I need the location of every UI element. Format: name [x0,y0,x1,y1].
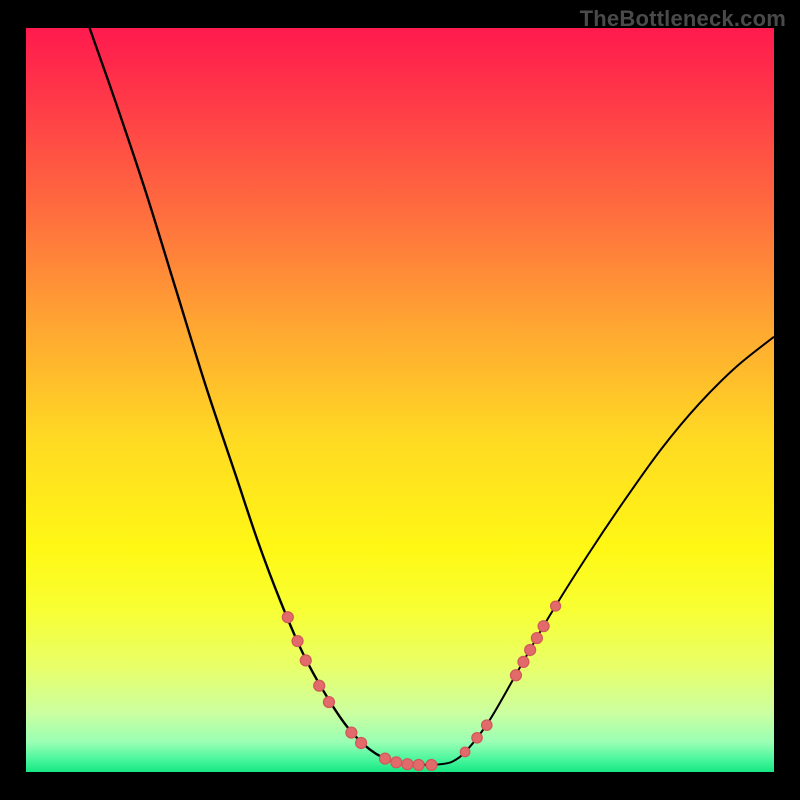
curve-marker [380,753,391,764]
curve-marker [518,656,529,667]
curve-marker [510,670,521,681]
curve-marker [323,697,334,708]
curve-marker [538,621,549,632]
curve-marker [292,636,303,647]
curve-marker [531,633,542,644]
curve-marker [282,612,293,623]
curve-marker [472,733,482,743]
curve-marker [391,757,402,768]
curve-marker [402,759,413,770]
bottleneck-chart [0,0,800,800]
curve-marker [482,720,492,730]
curve-marker [426,759,437,770]
curve-marker [300,655,311,666]
curve-marker [356,737,367,748]
curve-marker [413,759,424,770]
plot-background [26,28,774,772]
curve-marker [551,601,561,611]
curve-marker [460,747,470,757]
watermark-text: TheBottleneck.com [580,6,786,32]
curve-marker [525,644,536,655]
curve-marker [314,680,325,691]
curve-marker [346,727,357,738]
